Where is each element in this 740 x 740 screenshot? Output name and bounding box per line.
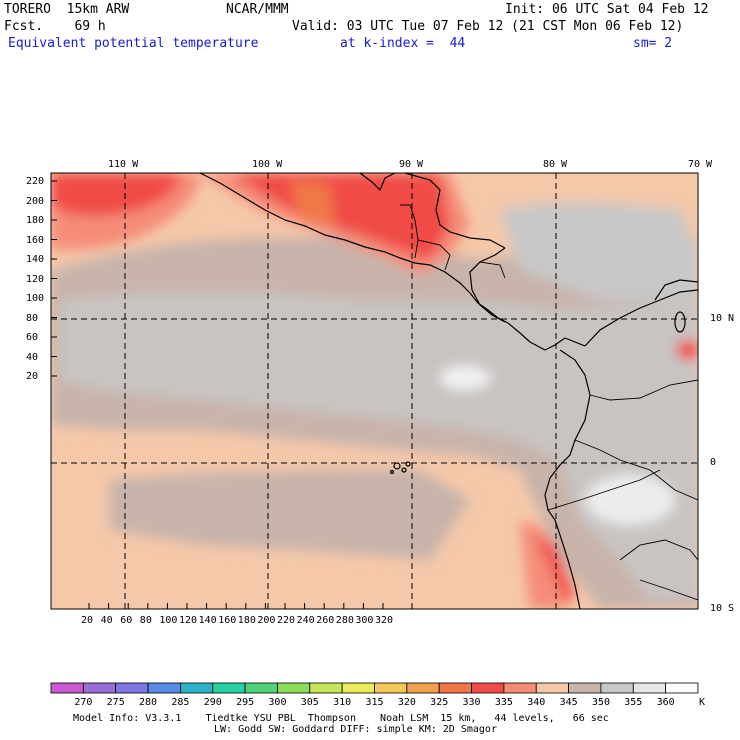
center-title: NCAR/MMM [226, 2, 289, 17]
y-tick-label: 220 [26, 176, 45, 187]
colorbar-label: 310 [333, 697, 352, 708]
colorbar-label: 335 [494, 697, 513, 708]
lon-label-100w: 100 W [252, 159, 283, 170]
y-tick-label: 160 [26, 234, 45, 246]
init-time: Init: 06 UTC Sat 04 Feb 12 [505, 2, 709, 17]
y-tick-label: 60 [26, 332, 39, 343]
y-tick-label: 180 [26, 215, 45, 226]
colorbar-swatch [665, 682, 699, 694]
field-name: Equivalent potential temperature [8, 36, 259, 51]
x-tick-label: 300 [355, 615, 374, 626]
y-tick-label: 80 [26, 312, 39, 324]
lon-label-70w: 70 W [688, 159, 713, 170]
colorbar-label: 315 [365, 697, 384, 708]
colorbar-label: 295 [236, 697, 255, 708]
colorbar-swatch [503, 682, 537, 694]
colorbar [50, 682, 699, 694]
colorbar-swatch [600, 682, 634, 694]
y-tick-label: 120 [26, 273, 45, 285]
colorbar-swatch [277, 682, 311, 694]
colorbar-label: 270 [74, 697, 93, 708]
x-tick-label: 140 [198, 615, 217, 626]
colorbar-swatch [309, 682, 343, 694]
colorbar-swatch [568, 682, 602, 694]
y-tick-label: 100 [26, 293, 45, 304]
x-tick-label: 260 [316, 615, 335, 626]
y-tick-label: 40 [26, 351, 39, 363]
x-tick-label: 80 [139, 615, 152, 626]
theta-e-field [51, 173, 698, 609]
colorbar-swatch [341, 682, 375, 694]
colorbar-label: 345 [559, 697, 578, 708]
level-info: at k-index = 44 [340, 36, 466, 51]
model-info-line2: LW: Godd SW: Goddard DIFF: simple KM: 2D… [214, 724, 497, 735]
colorbar-swatch [179, 682, 214, 694]
y-tick-label: 140 [26, 254, 45, 265]
colorbar-swatch [535, 682, 569, 694]
colorbar-label: 280 [139, 697, 158, 708]
colorbar-swatch [632, 682, 667, 694]
model-info-line1: Model Info: V3.3.1 Tiedtke YSU PBL Thomp… [73, 713, 609, 724]
x-tick-label: 240 [296, 615, 315, 626]
y-tick-label: 200 [26, 195, 45, 207]
colorbar-label: 290 [203, 697, 222, 708]
lon-label-90w: 90 W [399, 159, 424, 170]
colorbar-swatch [147, 682, 181, 694]
x-tick-label: 180 [237, 615, 256, 626]
colorbar-swatch [244, 682, 278, 694]
colorbar-label: 360 [656, 697, 675, 708]
colorbar-label: 355 [624, 697, 643, 708]
x-tick-label: 20 [81, 615, 94, 626]
x-tick-label: 200 [257, 615, 276, 626]
colorbar-label: 275 [106, 697, 125, 708]
coastlines [199, 173, 698, 609]
lat-label-0: 0 [710, 457, 717, 468]
y-tick-label: 20 [26, 371, 39, 382]
colorbar-swatch [212, 682, 246, 694]
colorbar-swatch [374, 682, 408, 694]
x-tick-label: 220 [277, 615, 296, 626]
colorbar-swatch [82, 682, 117, 694]
colorbar-label: 320 [397, 697, 416, 708]
colorbar-label: 340 [527, 697, 546, 708]
colorbar-unit: K [698, 697, 706, 708]
smoothing-info: sm= 2 [633, 36, 673, 51]
lat-lon-grid [51, 173, 698, 609]
colorbar-label: 330 [462, 697, 481, 708]
valid-time: Valid: 03 UTC Tue 07 Feb 12 (21 CST Mon … [292, 19, 684, 34]
map-frame [50, 172, 699, 610]
axis-ticks [51, 180, 384, 609]
model-title: TORERO 15km ARW [4, 2, 130, 17]
x-tick-label: 60 [120, 615, 133, 626]
colorbar-label: 285 [171, 697, 190, 708]
x-tick-label: 160 [218, 615, 237, 626]
lon-label-80w: 80 W [543, 159, 568, 170]
x-tick-label: 280 [335, 615, 354, 626]
colorbar-swatch [115, 682, 149, 694]
colorbar-label: 300 [268, 697, 287, 708]
colorbar-swatch [406, 682, 440, 694]
x-tick-label: 40 [100, 615, 113, 626]
colorbar-label: 325 [430, 697, 449, 708]
x-tick-label: 320 [375, 615, 394, 626]
forecast-hour: Fcst. 69 h [4, 19, 106, 34]
x-tick-label: 120 [179, 615, 198, 626]
colorbar-swatch [438, 682, 472, 694]
x-tick-label: 100 [159, 615, 178, 626]
colorbar-swatch [50, 682, 84, 694]
colorbar-label: 350 [591, 697, 610, 708]
colorbar-label: 305 [300, 697, 319, 708]
lat-label-10n: 10 N [710, 313, 735, 324]
colorbar-swatch [471, 682, 505, 694]
lon-label-110w: 110 W [108, 159, 139, 170]
lat-label-10s: 10 S [710, 603, 735, 614]
